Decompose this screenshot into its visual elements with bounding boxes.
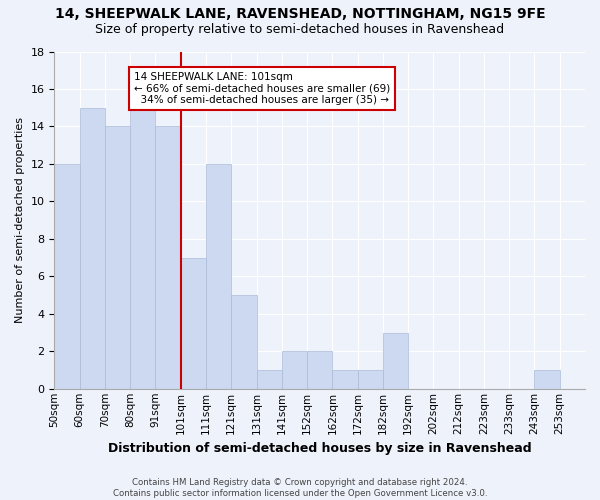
Bar — [155, 126, 181, 389]
Text: 14, SHEEPWALK LANE, RAVENSHEAD, NOTTINGHAM, NG15 9FE: 14, SHEEPWALK LANE, RAVENSHEAD, NOTTINGH… — [55, 8, 545, 22]
Bar — [358, 370, 383, 389]
Bar — [80, 108, 105, 389]
Y-axis label: Number of semi-detached properties: Number of semi-detached properties — [15, 117, 25, 323]
Bar — [231, 295, 257, 389]
Bar — [206, 164, 231, 389]
Text: Contains HM Land Registry data © Crown copyright and database right 2024.
Contai: Contains HM Land Registry data © Crown c… — [113, 478, 487, 498]
Bar — [535, 370, 560, 389]
Bar — [332, 370, 358, 389]
Bar — [55, 164, 80, 389]
Bar — [257, 370, 282, 389]
Bar — [282, 352, 307, 389]
Bar — [383, 332, 408, 389]
Bar — [130, 108, 155, 389]
Bar — [181, 258, 206, 389]
Text: 14 SHEEPWALK LANE: 101sqm
← 66% of semi-detached houses are smaller (69)
  34% o: 14 SHEEPWALK LANE: 101sqm ← 66% of semi-… — [134, 72, 390, 105]
Text: Size of property relative to semi-detached houses in Ravenshead: Size of property relative to semi-detach… — [95, 22, 505, 36]
Bar — [307, 352, 332, 389]
X-axis label: Distribution of semi-detached houses by size in Ravenshead: Distribution of semi-detached houses by … — [108, 442, 532, 455]
Bar — [105, 126, 130, 389]
